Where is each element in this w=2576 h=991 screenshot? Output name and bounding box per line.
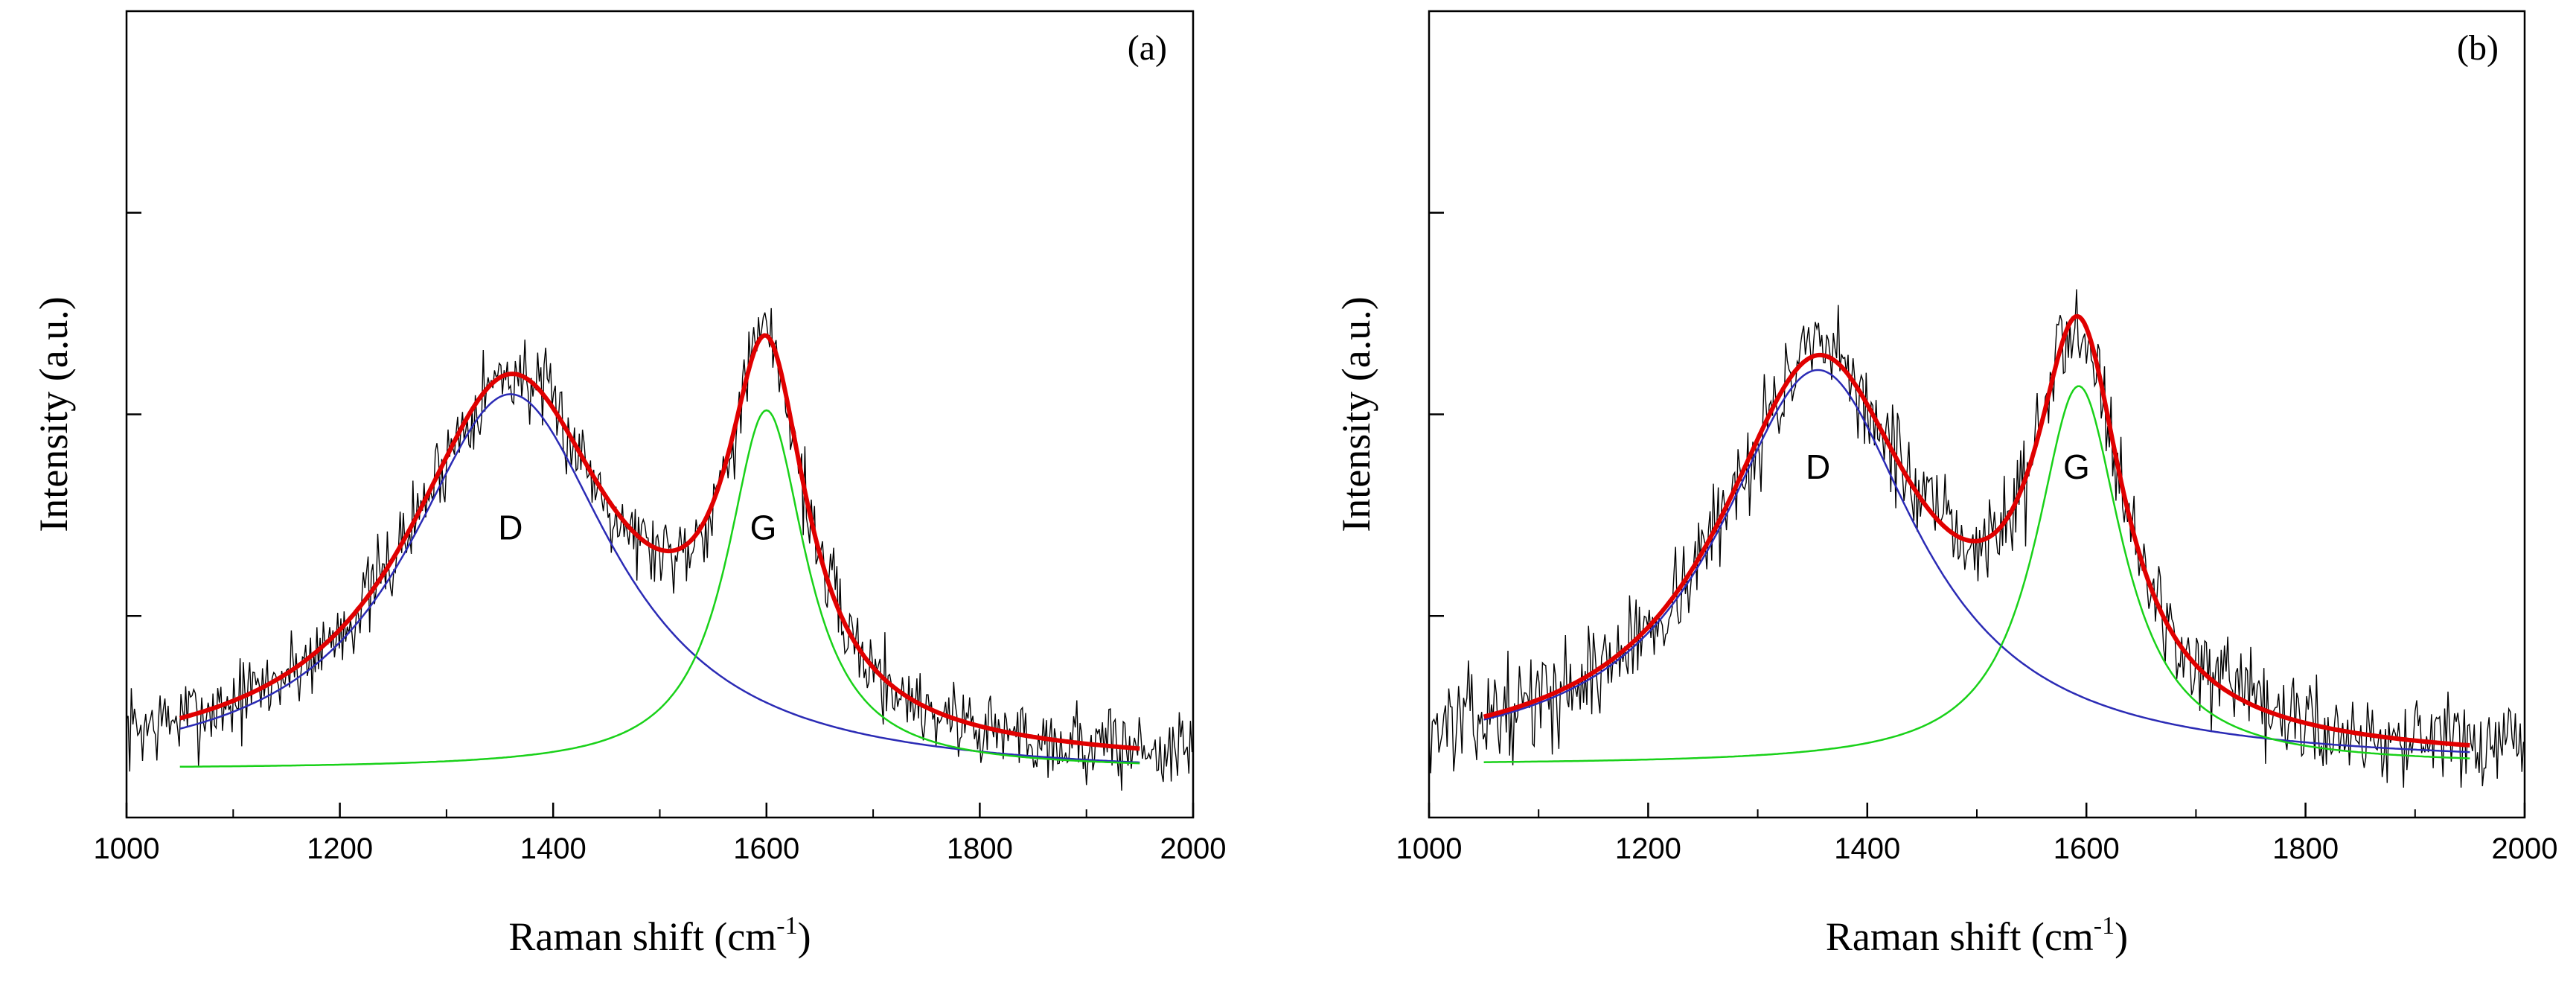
panel-label: (b)	[2457, 28, 2499, 68]
x-tick-label: 1000	[1396, 832, 1463, 865]
cumulative-fit-line	[1483, 313, 2470, 748]
plot-frame	[1428, 10, 2526, 819]
panel-label: (a)	[1128, 28, 1167, 68]
x-tick-label: 1400	[520, 832, 587, 865]
x-axis-label: Raman shift (cm-1)	[1826, 912, 2128, 959]
d-band-fit-line	[1483, 369, 2470, 753]
x-tick-label: 2000	[2492, 832, 2558, 865]
x-tick-label: 1600	[733, 832, 799, 865]
x-tick-label: 1000	[94, 832, 160, 865]
x-tick-label: 1200	[1615, 832, 1681, 865]
cumulative-fit-line	[179, 333, 1140, 751]
g-band-fit-line	[179, 409, 1140, 768]
x-tick-label: 1800	[947, 832, 1013, 865]
g-band-fit-line	[1483, 385, 2470, 763]
y-axis-label: Intensity (a.u.)	[1334, 296, 1378, 532]
y-axis-label: Intensity (a.u.)	[31, 296, 76, 532]
x-tick-label: 1800	[2272, 832, 2339, 865]
chart-panel-a: 1000 1200 1400 1600 1800 2000 Raman shift (cm-…	[31, 10, 1227, 959]
plot-frame	[125, 10, 1195, 819]
chart-panel-b: 1000 1200 1400 1600 1800 2000 Raman shift (cm-…	[1334, 10, 2558, 959]
raw-spectrum-line	[1429, 289, 2525, 788]
x-tick-label: 1400	[1834, 832, 1900, 865]
plot-area	[127, 308, 1193, 791]
peak-label-g: G	[750, 508, 777, 547]
peak-label-d: D	[498, 508, 522, 547]
d-band-fit-line	[179, 393, 1140, 764]
x-tick-label: 1600	[2054, 832, 2120, 865]
x-axis-label: Raman shift (cm-1)	[508, 912, 811, 959]
x-tick-label: 2000	[1160, 832, 1227, 865]
peak-label-g: G	[2063, 447, 2090, 486]
plot-area	[1429, 289, 2525, 788]
peak-label-d: D	[1806, 447, 1830, 486]
x-tick-label: 1200	[307, 832, 373, 865]
